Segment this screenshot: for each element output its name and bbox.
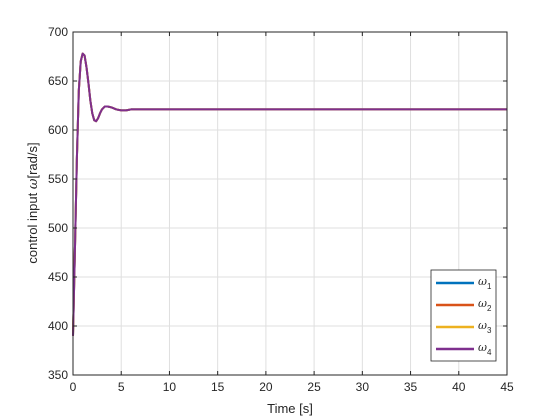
x-tick-label: 35 <box>404 380 418 394</box>
legend-label-2: ω2 <box>478 297 492 313</box>
axis-tick-labels: 0 5 10 15 20 25 30 35 40 45 350 400 450 500 550 600 650 7… <box>48 25 514 394</box>
y-tick-label: 600 <box>48 123 68 137</box>
x-tick-label: 10 <box>163 380 177 394</box>
x-tick-label: 20 <box>259 380 273 394</box>
x-tick-label: 0 <box>70 380 77 394</box>
y-tick-label: 550 <box>48 172 68 186</box>
y-tick-label: 350 <box>48 368 68 382</box>
legend-label-4: ω4 <box>478 341 492 357</box>
x-axis-label: Time [s] <box>267 401 313 416</box>
x-tick-label: 45 <box>500 380 514 394</box>
y-tick-label: 500 <box>48 221 68 235</box>
legend: ω1 ω2 ω3 ω4 <box>430 269 497 362</box>
y-axis-label: control input ω[rad/s] <box>25 142 41 263</box>
axis-ticks <box>72 31 508 376</box>
y-tick-label: 700 <box>48 25 68 39</box>
x-tick-label: 30 <box>356 380 370 394</box>
y-tick-label: 650 <box>48 74 68 88</box>
x-tick-label: 15 <box>211 380 225 394</box>
series-line-4 <box>72 52 507 336</box>
x-tick-label: 40 <box>452 380 466 394</box>
x-tick-label: 25 <box>307 380 321 394</box>
series-layer <box>72 52 507 336</box>
legend-box <box>430 269 497 362</box>
legend-label-1: ω1 <box>478 275 492 291</box>
y-tick-label: 450 <box>48 270 68 284</box>
legend-label-3: ω3 <box>478 319 492 335</box>
plot-frame <box>72 31 508 376</box>
x-tick-label: 5 <box>118 380 125 394</box>
y-tick-label: 400 <box>48 319 68 333</box>
